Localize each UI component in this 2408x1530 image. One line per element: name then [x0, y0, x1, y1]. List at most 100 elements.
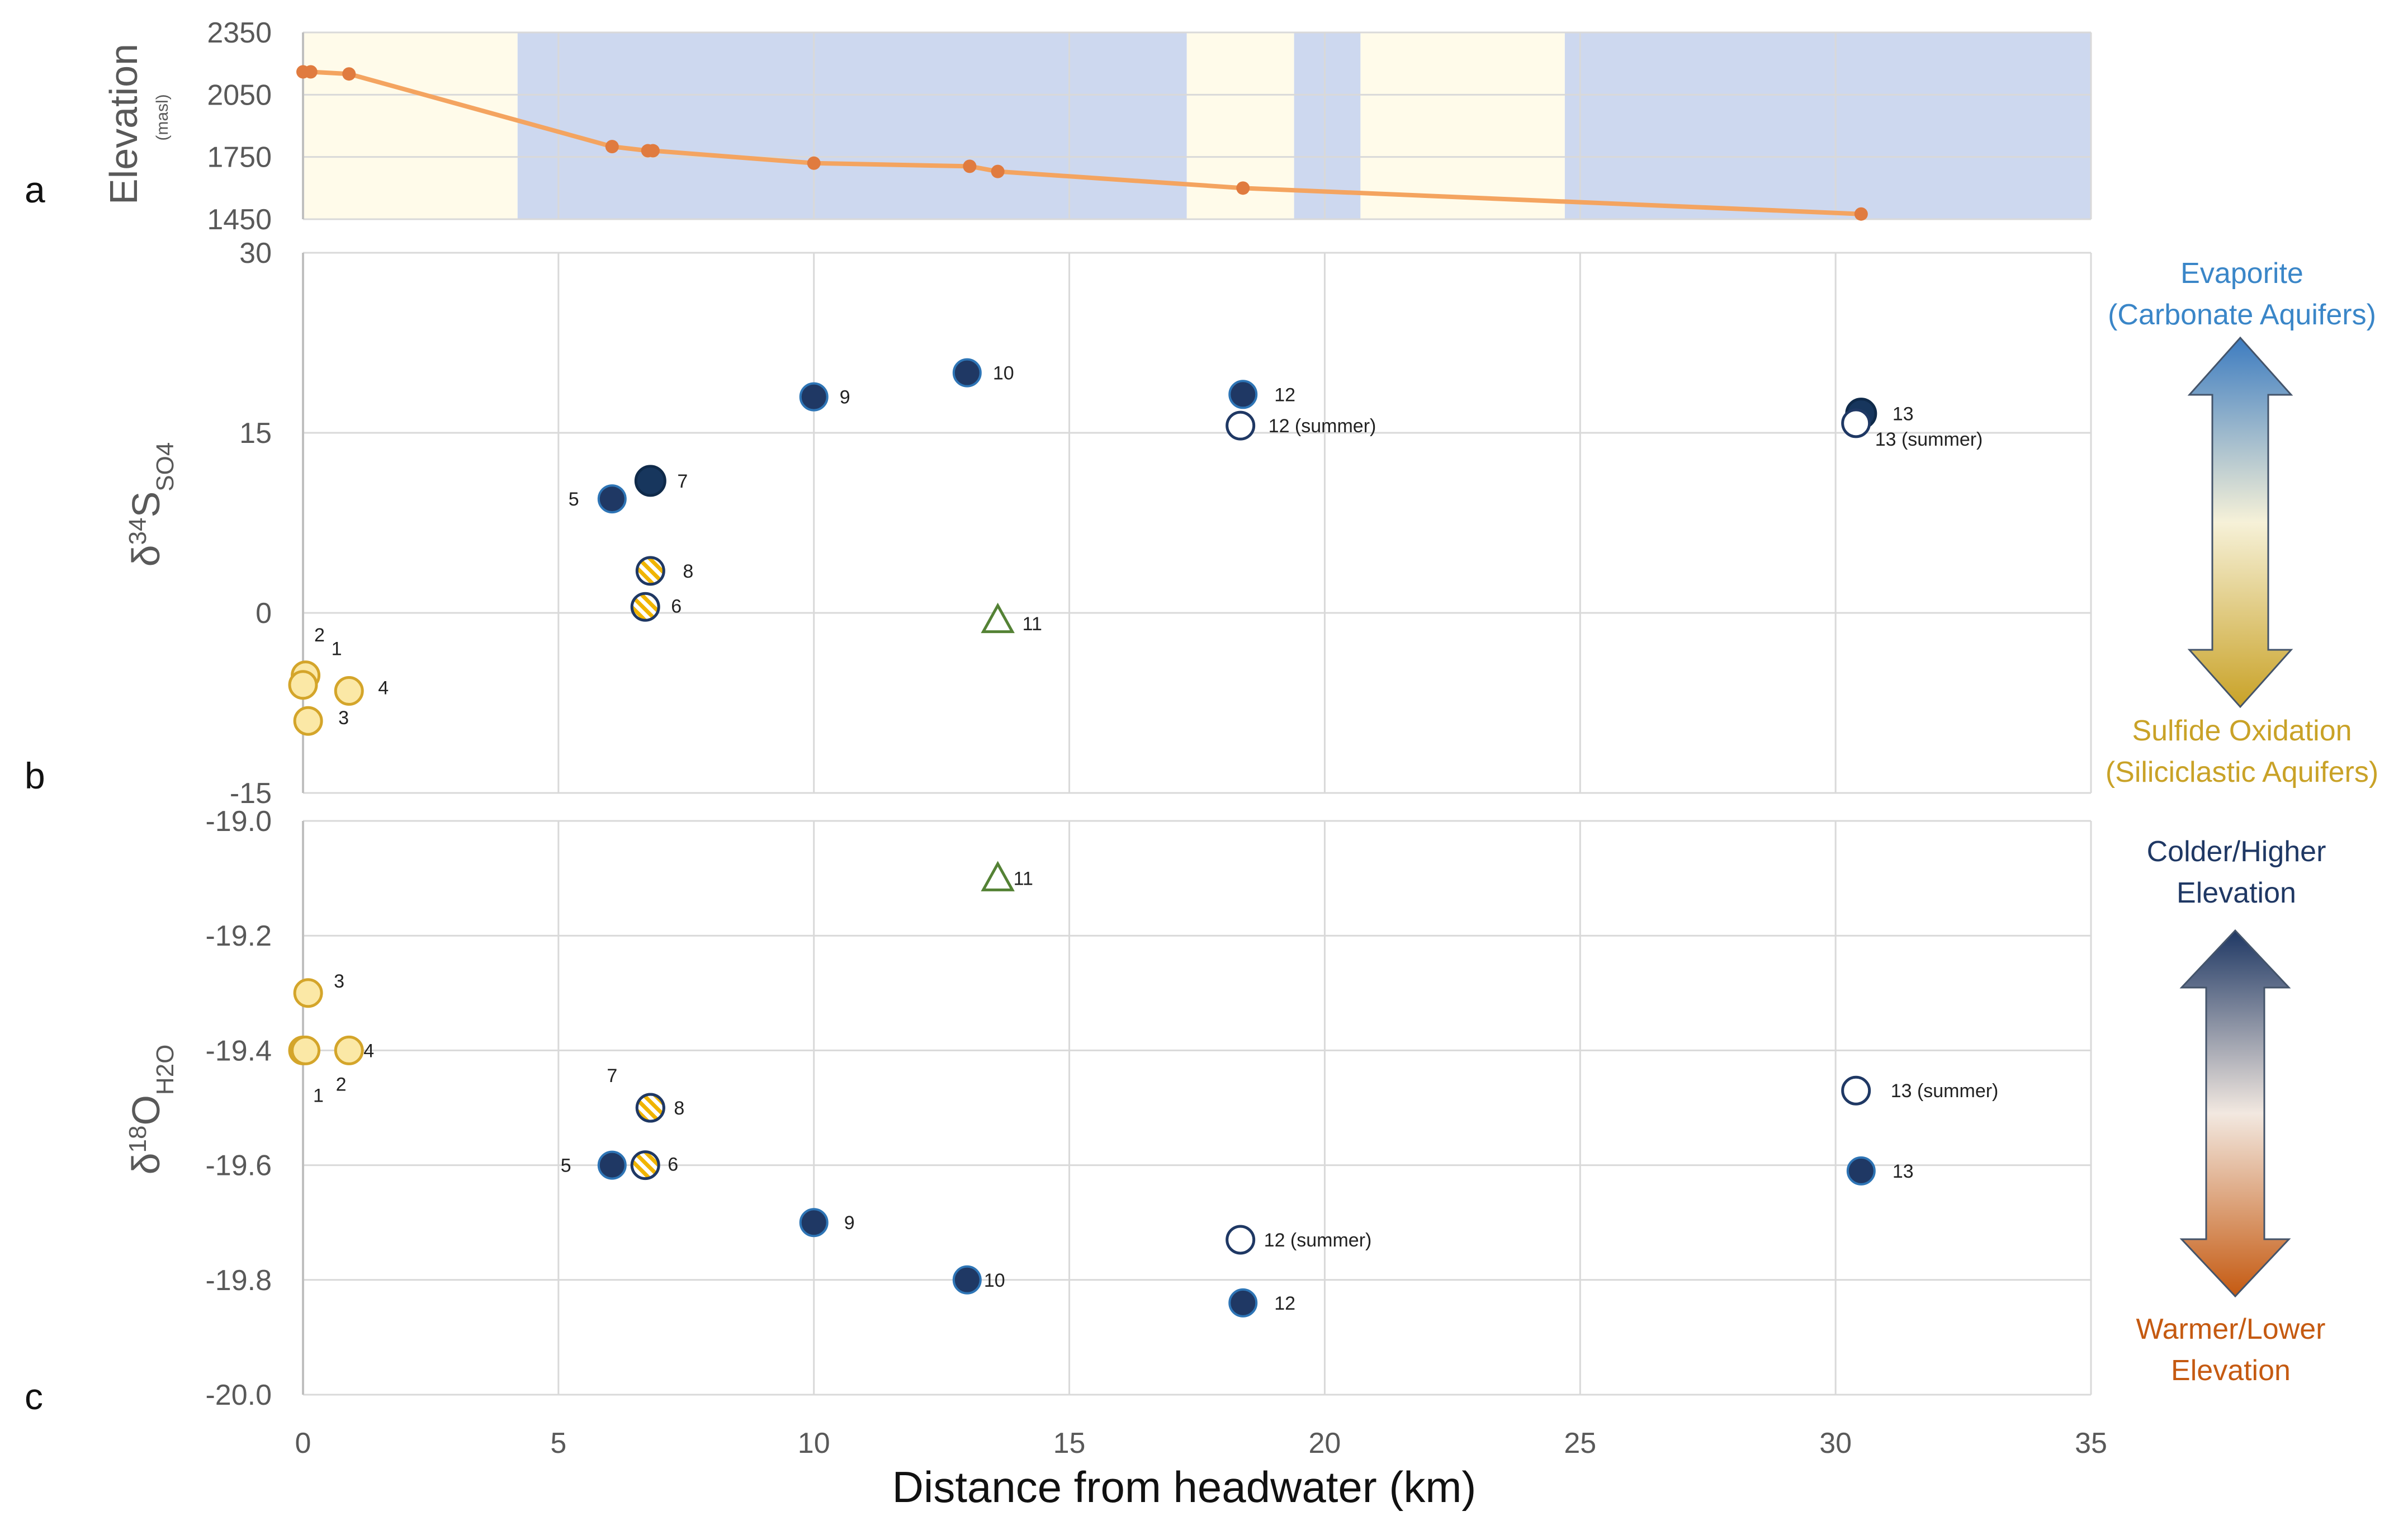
zone-carbonate	[1564, 32, 2091, 219]
data-point	[952, 1265, 982, 1295]
elevation-point	[304, 65, 318, 79]
x-tick-label: 30	[1819, 1427, 1852, 1460]
point-label: 2	[336, 1074, 347, 1095]
y-tick-label: 0	[256, 597, 272, 630]
data-point	[293, 706, 323, 736]
x-tick-label: 5	[550, 1427, 566, 1460]
elevation-point	[991, 164, 1005, 178]
x-ticks: 0 5 10 15 20 25 30 35	[295, 1427, 2107, 1460]
zone-siliciclastic	[1360, 32, 1565, 219]
legend-c-top-line2: Elevation	[2177, 877, 2296, 909]
y-label-sub: SO4	[152, 442, 179, 492]
aquifer-zones	[303, 32, 2091, 219]
point-label: 11	[1023, 613, 1042, 635]
y-tick-label: -19.4	[205, 1035, 272, 1067]
y-tick-label: -19.2	[205, 920, 272, 952]
y-label-main: S	[124, 492, 168, 518]
point-label: 8	[683, 561, 693, 582]
y-tick-label: -15	[230, 777, 272, 810]
point-label: 8	[674, 1098, 684, 1119]
panel-a-grid	[302, 31, 2092, 220]
data-point	[1841, 408, 1871, 438]
y-tick-label: 2350	[207, 17, 272, 49]
y-tick-label: -19.8	[205, 1264, 272, 1297]
data-point	[799, 382, 829, 412]
data-point	[1226, 1225, 1256, 1255]
elevation-point	[807, 156, 821, 170]
legend-b-top-line2: (Carbonate Aquifers)	[2108, 299, 2376, 331]
panel-b-grid	[302, 252, 2092, 794]
elevation-line	[296, 65, 1868, 221]
data-point	[334, 1035, 364, 1065]
data-point	[1841, 1075, 1871, 1106]
y-tick-label: -19.6	[205, 1150, 272, 1182]
point-label: 13	[1893, 1161, 1914, 1182]
point-label: 12 (summer)	[1264, 1230, 1372, 1251]
data-point	[981, 602, 1015, 634]
x-tick-label: 0	[295, 1427, 311, 1460]
double-arrow-gradient	[2187, 336, 2293, 709]
point-label: 10	[993, 363, 1014, 384]
point-label: 9	[840, 387, 850, 408]
zone-siliciclastic	[303, 32, 518, 219]
point-label: 12	[1274, 1293, 1295, 1314]
point-label: 11	[1014, 868, 1033, 890]
x-tick-label: 20	[1309, 1427, 1341, 1460]
panel-a: 1450 1750 2050 2350 Elevation (masl) a	[25, 17, 2092, 236]
y-label-sub: H2O	[152, 1045, 179, 1095]
data-point	[597, 1150, 627, 1180]
point-label: 7	[677, 471, 688, 492]
panel-c-grid	[302, 820, 2092, 1396]
data-point	[1846, 1156, 1876, 1186]
legend-b-top-line1: Evaporite	[2180, 257, 2303, 290]
panel-letter-a: a	[25, 169, 45, 210]
data-point	[1228, 380, 1258, 409]
point-label: 4	[363, 1040, 374, 1061]
y-label-sup: 34	[124, 517, 152, 545]
point-label: 3	[338, 707, 349, 729]
data-point	[597, 484, 627, 514]
data-point	[334, 676, 364, 706]
y-tick-label: 1450	[207, 204, 272, 236]
data-point	[288, 670, 318, 700]
elevation-point	[1854, 207, 1868, 221]
elevation-point	[342, 67, 356, 81]
point-label: 13 (summer)	[1875, 429, 1983, 450]
data-point	[952, 358, 982, 388]
panel-letter-c: c	[25, 1376, 43, 1417]
legend-b-bottom-line1: Sulfide Oxidation	[2132, 715, 2352, 747]
data-point	[635, 1093, 665, 1123]
legend-sulfur: Evaporite (Carbonate Aquifers) Sulfide O…	[2106, 257, 2378, 788]
data-point	[799, 1208, 829, 1238]
panel-c-y-ticks: -20.0 -19.8 -19.6 -19.4 -19.2 -19.0	[205, 805, 272, 1411]
y-tick-label: 30	[239, 237, 272, 270]
panel-a-y-label: Elevation	[102, 44, 145, 205]
y-tick-label: -20.0	[205, 1379, 272, 1411]
data-point	[635, 556, 665, 586]
data-point	[634, 465, 666, 497]
data-point	[1228, 1288, 1258, 1318]
legend-c-bottom-line2: Elevation	[2171, 1354, 2291, 1387]
x-tick-label: 25	[1564, 1427, 1596, 1460]
panel-b-y-label: δ34SSO4	[124, 442, 179, 567]
y-tick-label: 2050	[207, 79, 272, 111]
data-point	[630, 592, 660, 622]
point-label: 1	[332, 639, 342, 660]
zone-carbonate	[517, 32, 1187, 219]
y-tick-label: 15	[239, 417, 272, 450]
elevation-point	[963, 159, 977, 173]
elevation-point	[1236, 181, 1250, 195]
point-label: 5	[561, 1155, 571, 1177]
data-point	[291, 1035, 321, 1065]
point-label: 1	[313, 1085, 324, 1106]
point-label: 7	[607, 1065, 617, 1087]
x-tick-label: 35	[2075, 1427, 2107, 1460]
elevation-point	[646, 144, 660, 158]
x-axis-label: Distance from headwater (km)	[892, 1462, 1477, 1512]
point-label: 13 (summer)	[1891, 1080, 1999, 1102]
point-label: 12	[1274, 384, 1295, 405]
